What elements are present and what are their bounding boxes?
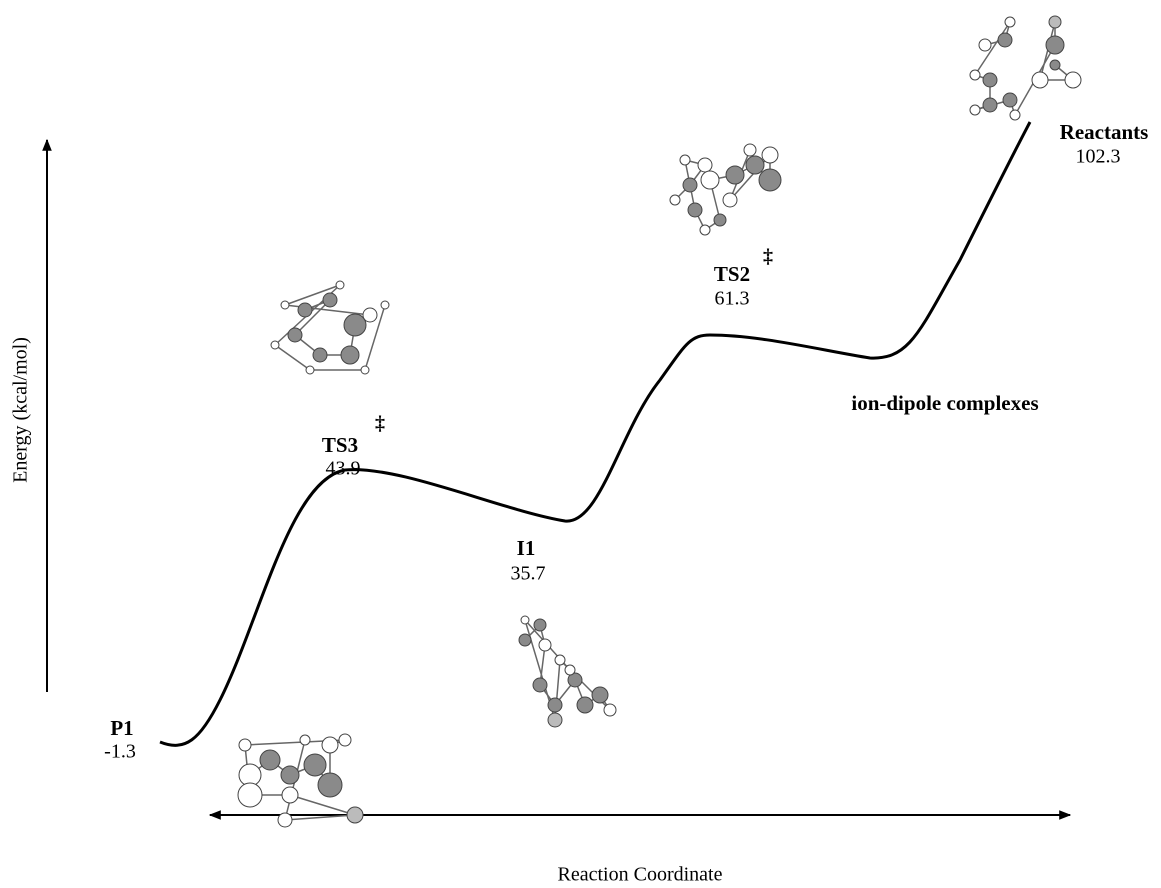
ts-marker: ‡ xyxy=(375,413,385,435)
atom xyxy=(533,678,547,692)
atom xyxy=(347,807,363,823)
atom xyxy=(744,144,756,156)
atom xyxy=(381,301,389,309)
atom xyxy=(271,341,279,349)
energy-diagram: Energy (kcal/mol) Reaction Coordinate P1… xyxy=(0,0,1161,888)
atom xyxy=(746,156,764,174)
atom xyxy=(548,698,562,712)
atom xyxy=(1003,93,1017,107)
atom xyxy=(970,70,980,80)
atom xyxy=(304,754,326,776)
atom xyxy=(698,158,712,172)
atom xyxy=(1032,72,1048,88)
atom xyxy=(260,750,280,770)
point-label: TS2 xyxy=(714,262,750,286)
atom xyxy=(726,166,744,184)
atom xyxy=(723,193,737,207)
y-axis-label: Energy (kcal/mol) xyxy=(10,337,32,483)
point-label: I1 xyxy=(517,536,536,560)
atom xyxy=(998,33,1012,47)
atom xyxy=(592,687,608,703)
ts-marker: ‡ xyxy=(763,246,773,268)
atom xyxy=(238,783,262,807)
atom xyxy=(534,619,546,631)
atom xyxy=(336,281,344,289)
atom xyxy=(680,155,690,165)
atom xyxy=(281,301,289,309)
atom xyxy=(1005,17,1015,27)
atom xyxy=(278,813,292,827)
atom xyxy=(239,739,251,751)
point-label: P1 xyxy=(110,716,133,740)
x-axis-label: Reaction Coordinate xyxy=(558,864,723,886)
atom xyxy=(281,766,299,784)
point-energy: 43.9 xyxy=(326,458,361,480)
atom xyxy=(363,308,377,322)
atom xyxy=(298,303,312,317)
atom xyxy=(548,713,562,727)
atom xyxy=(313,348,327,362)
atom xyxy=(688,203,702,217)
atom xyxy=(300,735,310,745)
atom xyxy=(361,366,369,374)
atom xyxy=(1050,60,1060,70)
point-energy: -1.3 xyxy=(104,741,136,763)
atom xyxy=(577,697,593,713)
atom xyxy=(282,787,298,803)
point-energy: 61.3 xyxy=(715,288,750,310)
atom xyxy=(306,366,314,374)
atom xyxy=(983,73,997,87)
atom xyxy=(1049,16,1061,28)
molecule-sketches xyxy=(238,16,1081,827)
atom xyxy=(539,639,551,651)
annotation: ion-dipole complexes xyxy=(851,391,1038,415)
atom xyxy=(519,634,531,646)
atom xyxy=(983,98,997,112)
point-label: TS3 xyxy=(322,433,358,457)
atom xyxy=(1046,36,1064,54)
atom xyxy=(344,314,366,336)
point-label: Reactants xyxy=(1060,120,1149,144)
atom xyxy=(555,655,565,665)
atom xyxy=(521,616,529,624)
atom xyxy=(979,39,991,51)
atom xyxy=(318,773,342,797)
atom xyxy=(970,105,980,115)
atom xyxy=(714,214,726,226)
atom xyxy=(1010,110,1020,120)
point-energy: 102.3 xyxy=(1076,146,1121,168)
atom xyxy=(759,169,781,191)
atom xyxy=(1065,72,1081,88)
atom xyxy=(323,293,337,307)
point-energy: 35.7 xyxy=(511,563,546,585)
atom xyxy=(322,737,338,753)
atom xyxy=(762,147,778,163)
energy-curve xyxy=(160,122,1030,745)
atom xyxy=(341,346,359,364)
bond xyxy=(275,345,310,370)
atom xyxy=(288,328,302,342)
atom xyxy=(701,171,719,189)
atom xyxy=(683,178,697,192)
bond xyxy=(290,795,355,815)
atom xyxy=(339,734,351,746)
atom xyxy=(670,195,680,205)
atom xyxy=(604,704,616,716)
atom xyxy=(700,225,710,235)
atom xyxy=(565,665,575,675)
